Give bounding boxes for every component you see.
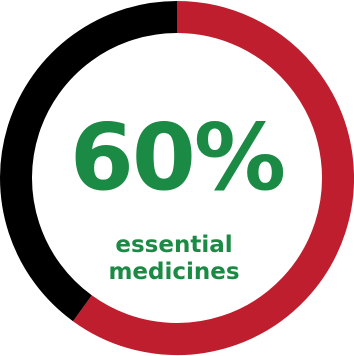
label-line-essential: essential bbox=[4, 232, 344, 258]
percentage-value: 60% bbox=[0, 112, 354, 204]
label-line-medicines: medicines bbox=[4, 259, 344, 285]
